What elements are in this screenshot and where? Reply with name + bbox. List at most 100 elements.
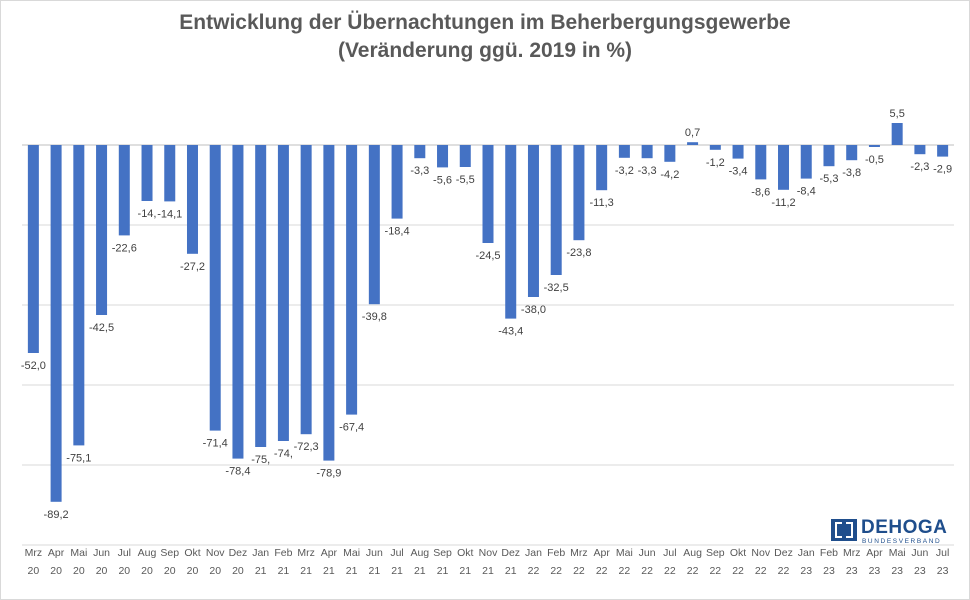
x-tick-month: Jul bbox=[390, 547, 403, 559]
x-tick-year: 22 bbox=[550, 565, 562, 577]
data-label: -1,2 bbox=[706, 157, 725, 169]
data-label: -38,0 bbox=[521, 304, 546, 316]
x-tick-year: 23 bbox=[823, 565, 835, 577]
x-tick-year: 21 bbox=[437, 565, 449, 577]
x-tick-month: Mrz bbox=[570, 547, 588, 559]
chart-subtitle: (Veränderung ggü. 2019 in %) bbox=[337, 39, 633, 62]
x-tick-month: Okt bbox=[457, 547, 473, 559]
data-label: -72,3 bbox=[294, 441, 319, 453]
data-label: -23,8 bbox=[566, 247, 591, 259]
x-tick-year: 20 bbox=[73, 565, 85, 577]
x-tick-year: 22 bbox=[755, 565, 767, 577]
x-tick-year: 22 bbox=[687, 565, 699, 577]
bar bbox=[937, 145, 949, 157]
x-tick-year: 20 bbox=[28, 565, 40, 577]
data-label: -43,4 bbox=[498, 326, 523, 338]
x-tick-year: 23 bbox=[937, 565, 949, 577]
x-tick-month: Jul bbox=[936, 547, 949, 559]
data-label: -24,5 bbox=[475, 250, 500, 262]
bar bbox=[550, 145, 562, 275]
x-tick-month: Jun bbox=[366, 547, 383, 559]
data-label: -3,3 bbox=[638, 165, 657, 177]
x-tick-month: Apr bbox=[321, 547, 338, 559]
x-tick-year: 21 bbox=[505, 565, 517, 577]
x-tick-month: Mai bbox=[616, 547, 633, 559]
x-tick-year: 21 bbox=[414, 565, 426, 577]
data-label: -3,2 bbox=[615, 165, 634, 177]
data-label: -3,3 bbox=[410, 165, 429, 177]
bar bbox=[414, 145, 426, 159]
x-tick-month: Okt bbox=[184, 547, 200, 559]
x-tick-year: 21 bbox=[300, 565, 312, 577]
x-tick-year: 22 bbox=[709, 565, 721, 577]
x-tick-month: Sep bbox=[433, 547, 452, 559]
data-labels: -52,0 -89,2 -75,1 -42,5 -22,6 -14, -14,1 -27,2 -… bbox=[21, 108, 952, 521]
x-tick-month: Mrz bbox=[297, 547, 315, 559]
x-tick-month: Dez bbox=[774, 547, 793, 559]
data-label: -14,1 bbox=[157, 208, 182, 220]
x-tick-year: 22 bbox=[573, 565, 585, 577]
x-tick-year: 21 bbox=[368, 565, 380, 577]
bar bbox=[346, 145, 358, 415]
bar bbox=[846, 145, 858, 161]
x-tick-year: 22 bbox=[664, 565, 676, 577]
bar bbox=[868, 145, 880, 147]
bar bbox=[73, 145, 85, 446]
x-tick-year: 21 bbox=[459, 565, 471, 577]
data-label: -5,6 bbox=[433, 174, 452, 186]
x-tick-year: 23 bbox=[914, 565, 926, 577]
bar bbox=[891, 123, 903, 145]
x-tick-month: Jan bbox=[798, 547, 815, 559]
data-label: -78,9 bbox=[316, 468, 341, 480]
x-tick-month: Mai bbox=[70, 547, 87, 559]
x-tick-year: 23 bbox=[891, 565, 903, 577]
bar bbox=[914, 145, 926, 155]
data-label: -8,4 bbox=[797, 186, 816, 198]
x-tick-year: 21 bbox=[391, 565, 403, 577]
data-label: -78,4 bbox=[225, 466, 250, 478]
bar bbox=[687, 142, 699, 145]
bar bbox=[118, 145, 130, 236]
data-label: -42,5 bbox=[89, 322, 114, 334]
x-tick-month: Sep bbox=[706, 547, 725, 559]
data-label: -3,8 bbox=[842, 167, 861, 179]
x-tick-month: Mai bbox=[343, 547, 360, 559]
bar bbox=[255, 145, 267, 447]
x-tick-year: 22 bbox=[596, 565, 608, 577]
x-tick-month: Jul bbox=[663, 547, 676, 559]
data-label: -89,2 bbox=[44, 509, 69, 521]
bar bbox=[50, 145, 62, 502]
x-tick-month: Dez bbox=[501, 547, 520, 559]
bar bbox=[573, 145, 585, 241]
x-tick-year: 21 bbox=[255, 565, 267, 577]
x-tick-year: 20 bbox=[209, 565, 221, 577]
bar bbox=[141, 145, 153, 201]
data-label: -18,4 bbox=[385, 226, 410, 238]
data-label: -52,0 bbox=[21, 360, 46, 372]
bar bbox=[641, 145, 653, 159]
x-tick-year: 22 bbox=[641, 565, 653, 577]
x-tick-month: Feb bbox=[820, 547, 838, 559]
bar bbox=[391, 145, 403, 219]
x-tick-year: 22 bbox=[528, 565, 540, 577]
data-label: -75,1 bbox=[66, 452, 91, 464]
data-label: -32,5 bbox=[544, 282, 569, 294]
x-tick-month: Sep bbox=[160, 547, 179, 559]
x-tick-year: 23 bbox=[869, 565, 881, 577]
data-label: -71,4 bbox=[203, 438, 228, 450]
bar bbox=[800, 145, 812, 179]
bar bbox=[755, 145, 767, 180]
x-tick-month: Apr bbox=[48, 547, 65, 559]
bar bbox=[596, 145, 608, 191]
x-tick-year: 20 bbox=[118, 565, 130, 577]
data-label: -0,5 bbox=[865, 154, 884, 166]
x-tick-year: 20 bbox=[187, 565, 199, 577]
x-tick-year: 21 bbox=[278, 565, 290, 577]
x-tick-month: Nov bbox=[479, 547, 498, 559]
data-label: -74, bbox=[274, 448, 293, 460]
x-tick-year: 21 bbox=[482, 565, 494, 577]
x-tick-month: Mai bbox=[889, 547, 906, 559]
x-tick-labels: Mrz 20 Apr 20 Mai 20 Jun 20 Jul 20 Aug 20 Sep 20 Okt 20… bbox=[25, 547, 950, 577]
data-label: -39,8 bbox=[362, 311, 387, 323]
bars bbox=[27, 123, 949, 502]
